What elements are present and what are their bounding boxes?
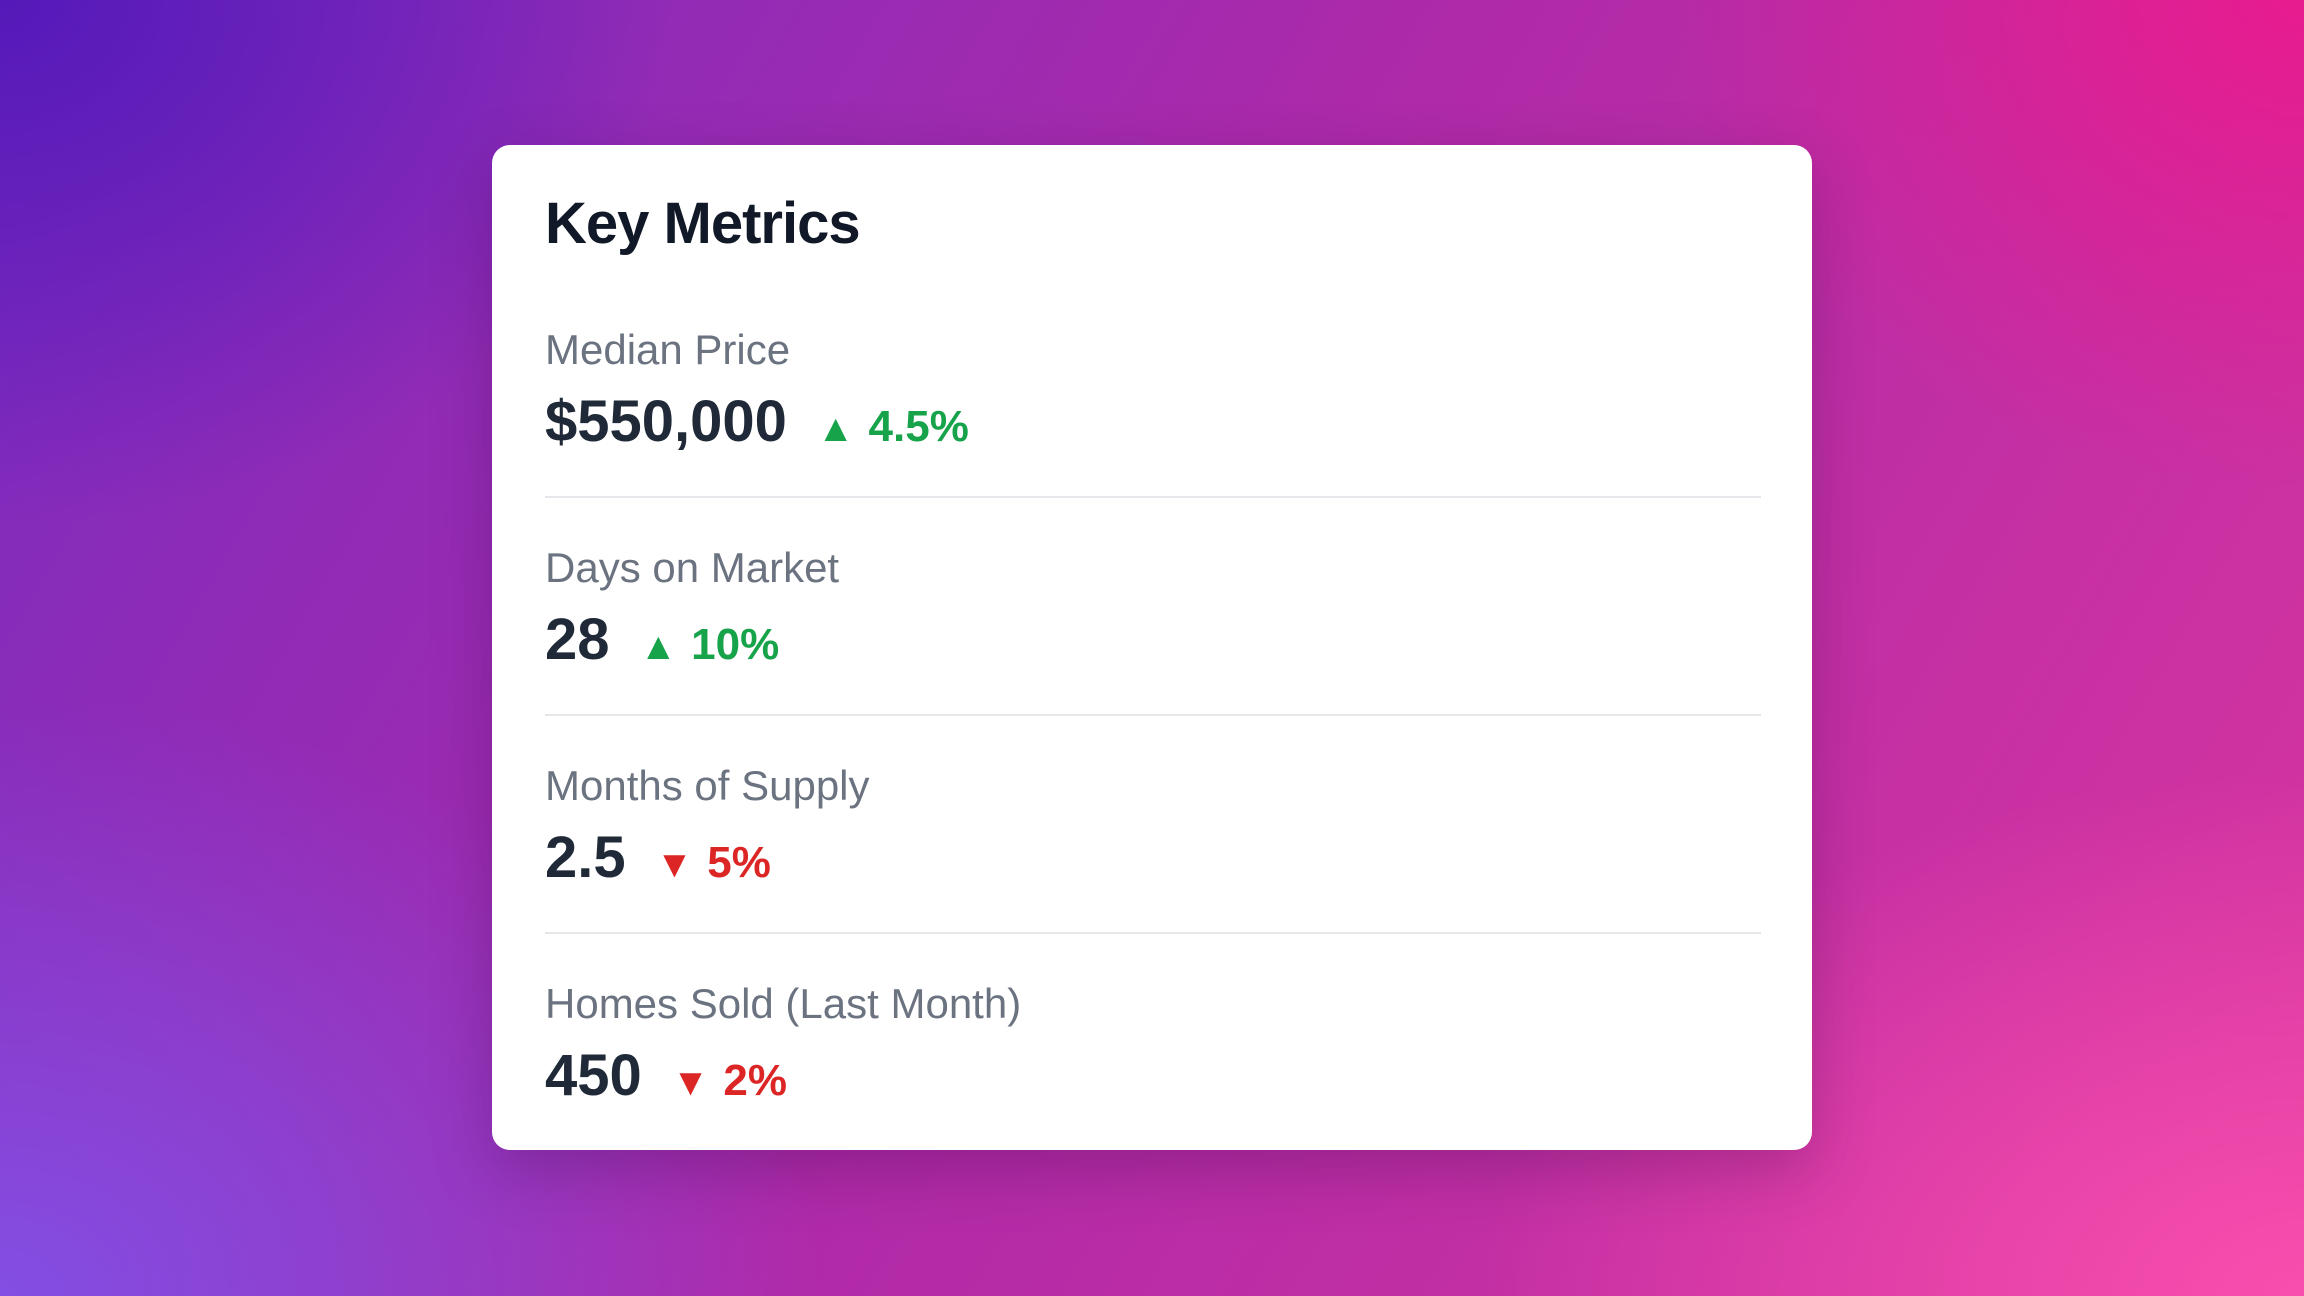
key-metrics-card: Key Metrics Median Price $550,000 ▲ 4.5%… — [492, 145, 1812, 1150]
metric-value: $550,000 — [545, 389, 787, 454]
metric-homes-sold: Homes Sold (Last Month) 450 ▼ 2% — [545, 934, 1761, 1152]
metric-value: 2.5 — [545, 825, 626, 890]
arrow-up-icon: ▲ — [639, 626, 678, 668]
change-percent: 5% — [707, 838, 771, 887]
card-title: Key Metrics — [545, 191, 861, 256]
metric-median-price: Median Price $550,000 ▲ 4.5% — [545, 280, 1761, 498]
metric-months-of-supply: Months of Supply 2.5 ▼ 5% — [545, 716, 1761, 934]
metric-value: 450 — [545, 1043, 642, 1108]
metric-days-on-market: Days on Market 28 ▲ 10% — [545, 498, 1761, 716]
metric-label: Median Price — [545, 326, 791, 373]
change-percent: 4.5% — [868, 402, 969, 451]
change-percent: 2% — [723, 1056, 787, 1105]
arrow-down-icon: ▼ — [671, 1062, 710, 1104]
metric-label: Days on Market — [545, 544, 840, 591]
metric-change: ▼ 5% — [656, 838, 771, 888]
change-percent: 10% — [691, 620, 780, 669]
metric-change: ▲ 4.5% — [817, 402, 969, 452]
metric-value: 28 — [545, 607, 610, 672]
arrow-down-icon: ▼ — [655, 844, 694, 886]
metric-label: Months of Supply — [545, 762, 870, 809]
arrow-up-icon: ▲ — [816, 408, 855, 450]
metric-change: ▲ 10% — [640, 620, 780, 670]
metric-change: ▼ 2% — [672, 1056, 787, 1106]
metric-label: Homes Sold (Last Month) — [545, 980, 1022, 1027]
